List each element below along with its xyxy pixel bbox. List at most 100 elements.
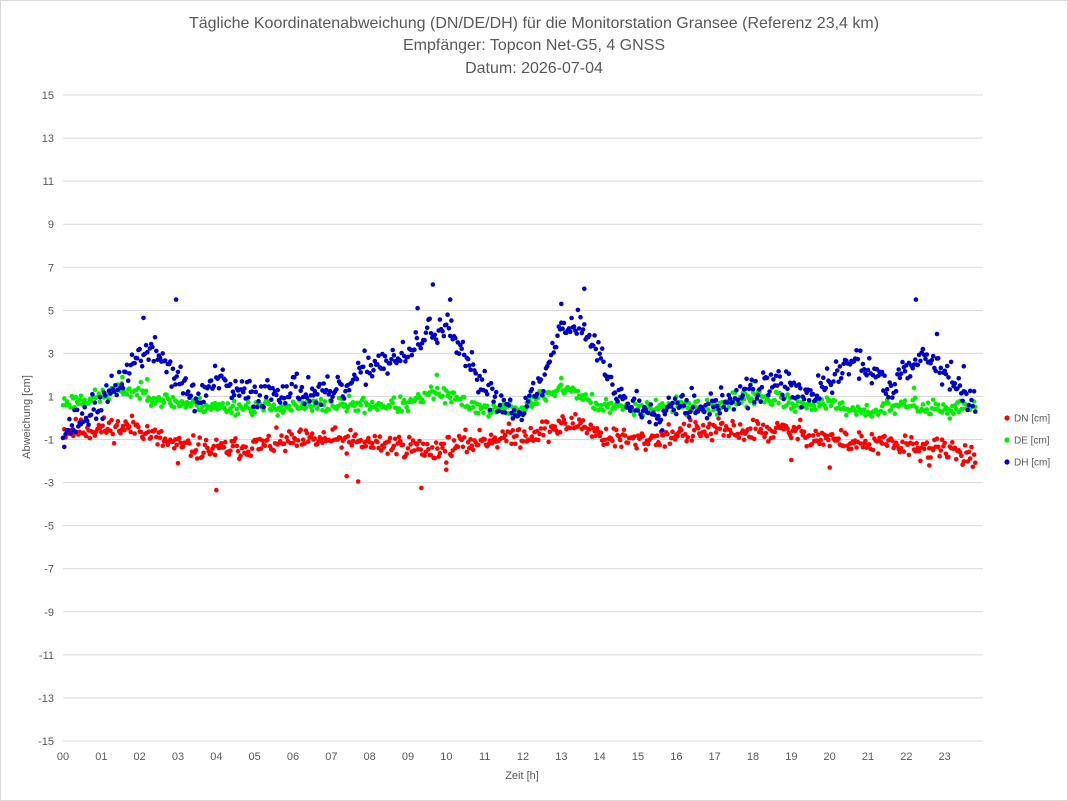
data-point	[799, 405, 804, 410]
data-point	[459, 402, 465, 408]
data-point	[961, 459, 967, 464]
data-point	[956, 410, 961, 415]
data-point	[456, 351, 462, 357]
data-point	[309, 431, 315, 436]
data-point	[878, 408, 884, 414]
data-point	[833, 359, 839, 364]
data-point	[639, 415, 645, 420]
data-point	[748, 382, 753, 388]
data-point	[238, 453, 243, 459]
y-tick-label: -3	[44, 478, 54, 490]
data-point	[884, 443, 890, 449]
data-point	[404, 404, 410, 410]
data-point	[435, 385, 440, 391]
data-point	[346, 439, 352, 445]
data-point	[869, 380, 875, 386]
data-point	[175, 369, 181, 375]
data-point	[514, 433, 519, 439]
x-tick-label: 05	[249, 751, 261, 763]
data-point	[587, 427, 592, 432]
data-point	[110, 431, 116, 437]
data-point	[219, 373, 224, 379]
data-point	[304, 431, 310, 436]
data-point	[160, 351, 165, 356]
data-point	[392, 436, 398, 442]
data-point	[358, 370, 364, 375]
data-point	[570, 421, 576, 426]
data-point	[708, 431, 714, 437]
data-point	[465, 356, 471, 362]
series-dn	[60, 412, 978, 493]
data-point	[690, 405, 696, 410]
data-point	[368, 362, 374, 368]
data-point	[212, 363, 218, 369]
data-point	[361, 364, 366, 370]
data-point	[92, 433, 98, 438]
data-point	[302, 441, 307, 446]
data-point	[151, 358, 156, 364]
data-point	[157, 355, 163, 361]
data-point-outlier	[344, 473, 350, 479]
data-point	[442, 449, 448, 454]
data-point	[405, 354, 411, 360]
data-point	[124, 362, 130, 368]
legend-item-de[interactable]: DE [cm]	[1004, 436, 1050, 447]
data-point	[689, 438, 694, 443]
data-point	[235, 411, 241, 417]
data-point	[484, 403, 490, 409]
data-point	[300, 437, 306, 443]
data-point	[220, 367, 225, 373]
data-point	[886, 401, 891, 406]
data-point	[785, 386, 790, 392]
data-point	[691, 393, 697, 399]
data-point	[569, 315, 574, 321]
data-point	[188, 403, 194, 409]
data-point	[576, 326, 582, 331]
data-point	[288, 391, 293, 396]
data-point	[748, 426, 753, 431]
data-point	[200, 404, 205, 410]
y-axis-ticks: 15 13 11 9 7 5 3 1 -1 -3 -5 -7 -9 -11 -13 -15	[38, 90, 54, 748]
data-point	[83, 433, 89, 439]
legend-label-dn: DN [cm]	[1014, 414, 1050, 425]
data-point	[152, 401, 158, 406]
legend-item-dh[interactable]: DH [cm]	[1004, 458, 1050, 469]
data-point	[460, 444, 466, 450]
data-point	[622, 433, 628, 438]
y-tick-label: 11	[43, 176, 54, 188]
data-point	[832, 398, 838, 404]
data-point	[762, 400, 767, 405]
data-point-outlier	[559, 301, 564, 307]
data-point	[137, 396, 142, 401]
data-point	[449, 318, 454, 323]
data-point	[686, 401, 692, 406]
legend-item-dn[interactable]: DN [cm]	[1004, 414, 1050, 425]
data-point	[653, 397, 659, 403]
data-point-outlier	[444, 467, 449, 473]
x-tick-label: 19	[785, 751, 797, 763]
data-point	[214, 437, 219, 443]
data-point	[607, 363, 613, 368]
data-point	[598, 402, 604, 408]
data-point	[806, 398, 812, 403]
legend-marker-dh	[1004, 459, 1010, 465]
data-point	[720, 420, 725, 426]
data-point	[398, 438, 403, 444]
data-point	[801, 396, 807, 402]
data-point	[226, 452, 232, 457]
data-point	[62, 444, 67, 450]
data-point	[437, 450, 443, 456]
chart-title: Tägliche Koordinatenabweichung (DN/DE/DH…	[189, 15, 879, 77]
data-point	[131, 419, 136, 425]
data-point	[569, 415, 574, 421]
data-point	[966, 449, 972, 455]
data-point	[810, 433, 816, 438]
data-point	[884, 387, 890, 392]
data-point	[943, 451, 949, 457]
data-point	[720, 392, 725, 398]
y-axis-title: Abweichung [cm]	[21, 375, 33, 459]
data-point	[602, 401, 608, 407]
data-point	[496, 408, 502, 414]
data-point	[939, 437, 945, 443]
data-point-outlier	[415, 305, 420, 311]
